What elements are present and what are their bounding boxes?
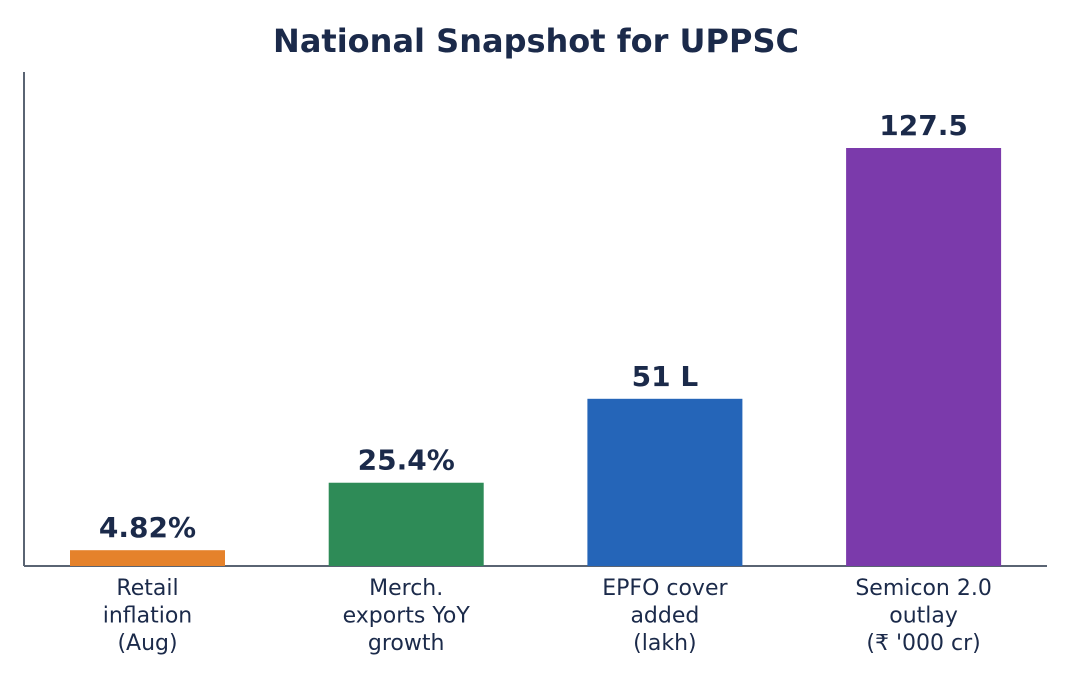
bars-group bbox=[70, 148, 1002, 566]
x-tick-label-4-line-1: Semicon 2.0 bbox=[855, 576, 992, 601]
bar-1 bbox=[70, 550, 225, 566]
x-tick-label-1-line-2: inflation bbox=[103, 604, 193, 629]
x-tick-label-3-line-3: (lakh) bbox=[633, 631, 696, 656]
bar-3 bbox=[587, 398, 743, 566]
value-label-3: 51 L bbox=[632, 360, 699, 393]
x-tick-label-2-line-3: growth bbox=[368, 631, 445, 656]
value-label-4: 127.5 bbox=[879, 109, 968, 142]
chart-title: National Snapshot for UPPSC bbox=[273, 22, 799, 60]
x-tick-label-1-line-1: Retail bbox=[116, 576, 178, 601]
value-labels-group: 4.82% 25.4% 51 L 127.5 bbox=[99, 109, 968, 544]
x-tick-label-3-line-2: added bbox=[630, 604, 699, 629]
x-tick-labels-group: Retail inflation(Aug) Merch. exports YoYgro… bbox=[103, 576, 992, 656]
value-label-2: 25.4% bbox=[358, 444, 455, 477]
x-tick-label-1-line-3: (Aug) bbox=[117, 631, 177, 656]
value-label-1: 4.82% bbox=[99, 511, 196, 544]
bar-4 bbox=[846, 148, 1002, 566]
x-tick-label-2-line-2: exports YoY bbox=[343, 604, 471, 629]
x-tick-label-4-line-2: outlay bbox=[889, 604, 958, 629]
bar-2 bbox=[328, 482, 484, 566]
x-tick-label-3-line-1: EPFO cover bbox=[602, 576, 728, 601]
x-tick-label-2-line-1: Merch. bbox=[369, 576, 443, 601]
x-tick-label-4-line-3: (₹ '000 cr) bbox=[866, 631, 980, 656]
